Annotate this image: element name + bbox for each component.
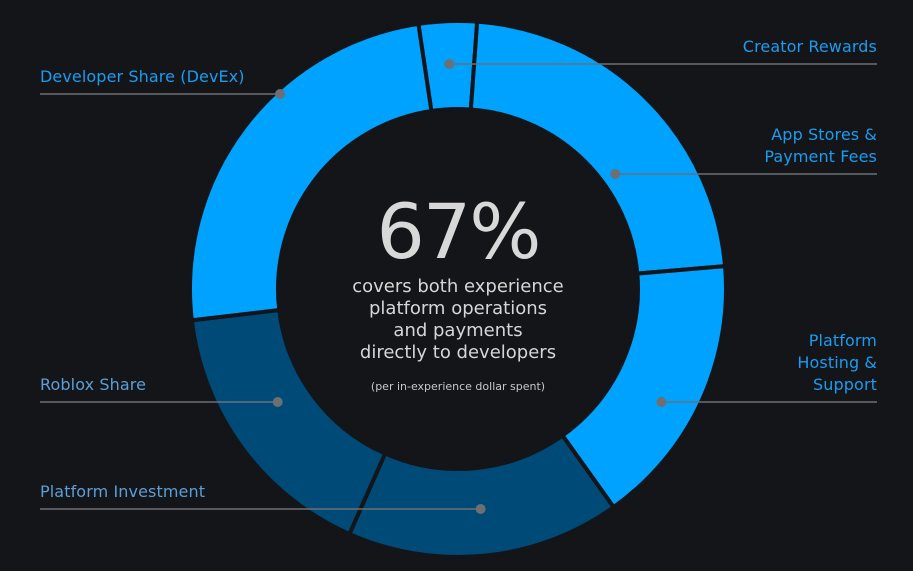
slice-label-5: Developer Share (DevEx) [40,67,245,86]
slice-label-1: App Stores & Payment Fees [764,125,877,166]
center-percentage: 67% [376,187,542,276]
center-description: covers both experience platform operatio… [352,276,564,363]
leader-dot-2 [656,397,667,407]
slice-label-4: Roblox Share [40,375,147,394]
leader-dot-1 [610,169,621,179]
center-note: (per in-experience dollar spent) [370,380,546,393]
slice-label-3: Platform Investment [40,482,206,501]
slice-label-0: Creator Rewards [742,37,877,56]
donut-slice-5 [188,21,434,323]
slice-label-2: Platform Hosting & Support [797,331,877,394]
center-summary: 67% covers both experience platform oper… [318,190,598,394]
donut-slice-1 [468,19,728,276]
leader-dot-5 [275,89,286,99]
leader-dot-4 [272,397,283,407]
leader-dot-3 [475,504,486,514]
leader-dot-0 [444,59,455,69]
donut-slice-3 [346,432,617,559]
